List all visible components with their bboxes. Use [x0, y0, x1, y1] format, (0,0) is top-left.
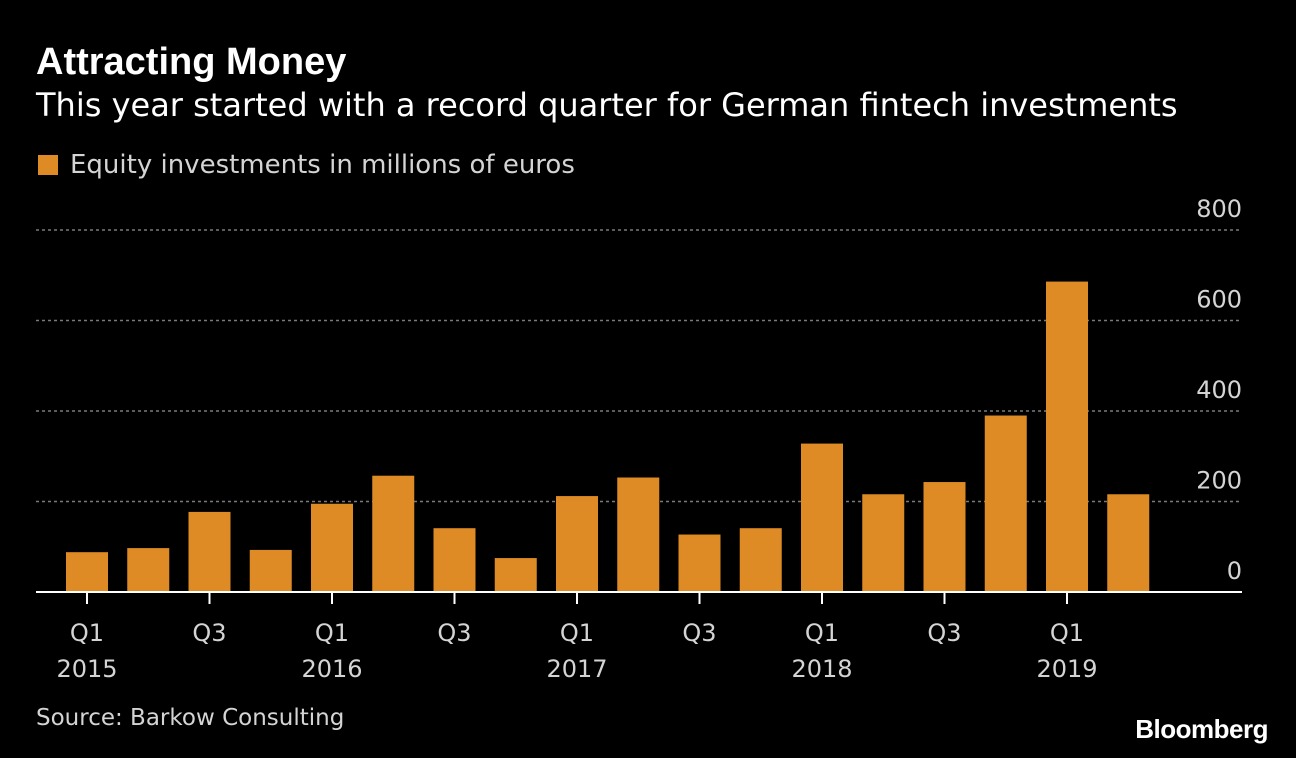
x-tick-label: Q1: [70, 619, 104, 647]
legend-label: Equity investments in millions of euros: [70, 150, 575, 180]
bar-q4-2018: [984, 415, 1027, 592]
bar-q3-2018: [923, 482, 966, 592]
bloomberg-logo: Bloomberg: [1135, 714, 1268, 744]
bar-q1-2019: [1046, 281, 1088, 592]
x-tick-year-label: 2015: [56, 655, 117, 683]
bar-q4-2016: [494, 558, 537, 592]
bar-q3-2016: [433, 528, 476, 592]
x-tick-label: Q1: [560, 619, 594, 647]
x-tick-year-label: 2016: [301, 655, 362, 683]
bar-q1-2016: [311, 503, 353, 592]
bars: [66, 281, 1150, 592]
source-note: Source: Barkow Consulting: [36, 705, 345, 731]
x-tick-label: Q3: [192, 619, 226, 647]
x-tick-label: Q1: [805, 619, 839, 647]
bar-q2-2015: [127, 548, 170, 592]
y-tick-label-800: 800: [1196, 195, 1242, 223]
bar-q3-2017: [678, 534, 721, 592]
bar-q2-2018: [862, 494, 905, 592]
bar-q1-2017: [556, 496, 598, 592]
legend: Equity investments in millions of euros: [38, 150, 575, 180]
x-tick-year-label: 2017: [546, 655, 607, 683]
y-tick-label-0: 0: [1227, 557, 1242, 585]
y-tick-label-600: 600: [1196, 286, 1242, 314]
bar-q2-2016: [372, 475, 415, 592]
x-tick-label: Q3: [437, 619, 471, 647]
bar-q2-2017: [617, 477, 660, 592]
x-tick-year-label: 2019: [1036, 655, 1097, 683]
y-axis-ticks: 0 200 400 600 800: [1196, 195, 1242, 585]
x-tick-label: Q3: [927, 619, 961, 647]
x-tick-year-label: 2018: [791, 655, 852, 683]
bar-q1-2018: [801, 443, 843, 592]
chart-subtitle: This year started with a record quarter …: [36, 86, 1178, 124]
bar-q3-2015: [188, 511, 231, 592]
x-tick-label: Q1: [1050, 619, 1084, 647]
y-tick-label-200: 200: [1196, 467, 1242, 495]
bar-q4-2015: [249, 549, 292, 592]
x-tick-label: Q1: [315, 619, 349, 647]
bar-q4-2017: [739, 528, 782, 592]
y-tick-label-400: 400: [1196, 376, 1242, 404]
x-axis-ticks: Q1 2015 Q3 Q1 2016 Q3 Q1 2017 Q3 Q1 2018 Q3 Q1 2019: [56, 592, 1098, 683]
x-tick-label: Q3: [682, 619, 716, 647]
bar-q1-2015: [66, 552, 108, 592]
legend-swatch: [38, 155, 58, 175]
bar-q2-2019: [1107, 494, 1150, 592]
chart-title: Attracting Money: [36, 41, 347, 83]
